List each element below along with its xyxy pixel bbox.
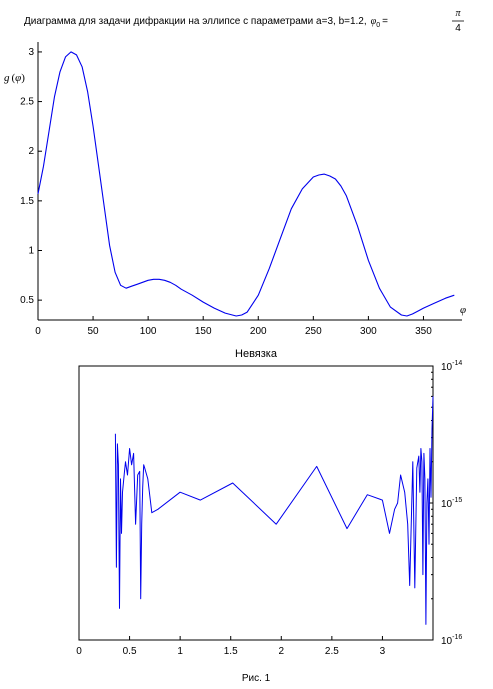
chart1-x-tick-label: 0 [35,326,41,337]
chart1-series-line [37,51,455,317]
chart1-title: Диаграмма для задачи дифракции на эллипс… [24,15,388,29]
figure-caption: Рис. 1 [242,673,271,684]
chart2-series-line [114,396,434,625]
chart2-plot: 0 0.5 1 1.5 2 2.5 3 10-16 10-15 10-14 [76,360,462,657]
chart2-x-tick-label: 0 [76,646,82,657]
chart1-title-phi-sub: 0 [376,22,380,29]
chart1-x-tick-label: 50 [88,326,100,337]
chart1-x-tick-label: 250 [305,326,322,337]
chart1-x-tick-label: 350 [415,326,432,337]
chart1-plot: 0 50 100 150 200 250 300 350 0.5 1 1.5 2 2.5 3 [20,42,462,337]
chart1-x-tick-label: 200 [250,326,267,337]
chart1-y-tick-label: 1 [28,246,34,257]
chart2-x-tick-label: 1 [177,646,183,657]
chart1-title-frac-num: π [455,8,461,19]
chart1-y-tick-label: 3 [28,47,34,58]
chart1-xlabel: φ [460,304,466,316]
chart1-title-eq: = [382,16,388,27]
chart2-y-tick-label: 10-14 [441,360,462,373]
chart1-x-tick-label: 300 [360,326,377,337]
chart2-x-tick-label: 2 [279,646,285,657]
chart1-ylabel-arg: φ [15,72,21,84]
chart1-ylabel: g (φ) [4,72,25,84]
chart2-y-tick-label: 10-15 [441,497,462,510]
chart1-title-frac-den: 4 [455,23,461,34]
chart1-ylabel-fn: g [4,72,10,84]
chart2-x-tick-label: 2.5 [325,646,339,657]
chart1-x-tick-label: 150 [195,326,212,337]
diffraction-chart: Диаграмма для задачи дифракции на эллипс… [4,8,466,337]
chart1-title-text: Диаграмма для задачи дифракции на эллипс… [24,15,367,27]
chart1-y-tick-label: 1.5 [20,196,34,207]
chart2-x-tick-label: 1.5 [224,646,238,657]
chart2-x-tick-label: 0.5 [123,646,137,657]
chart1-y-tick-label: 2 [28,146,34,157]
chart2-x-tick-label: 3 [380,646,386,657]
residual-chart: Невязка 0 0.5 1 1.5 2 2.5 3 10-16 10-15 10-14 [76,348,462,657]
chart1-x-tick-label: 100 [140,326,157,337]
chart1-y-tick-label: 2.5 [20,97,34,108]
chart2-y-tick-label: 10-16 [441,634,462,647]
chart2-title: Невязка [235,348,278,360]
chart2-frame [78,365,434,641]
chart1-y-tick-label: 0.5 [20,295,34,306]
chart1-title-phi: φ [371,16,377,27]
